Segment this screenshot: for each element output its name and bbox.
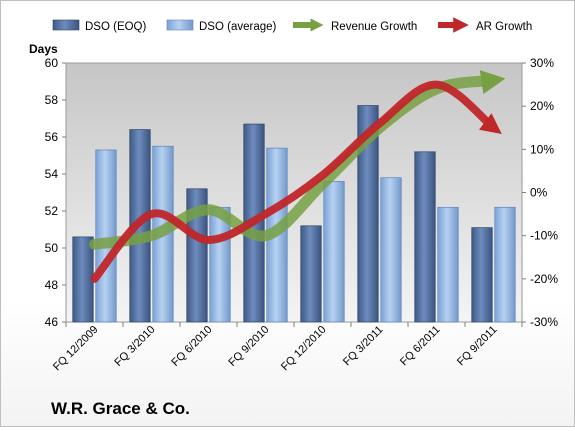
bar-dso-average [209,206,231,323]
legend-item-dso-average: DSO (average) [166,19,277,33]
legend-swatch-dso-average [166,19,194,31]
legend-item-revenue-growth: Revenue Growth [293,18,417,33]
legend-label-dso-average: DSO (average) [199,21,277,33]
x-tick-label: FQ 6/2011 [398,324,443,369]
legend-swatch-dso-eoq [52,19,80,31]
y-axis-title: Days [29,42,58,56]
y-tick-label-left: 60 [45,56,59,70]
y-tick-label-left: 50 [45,241,59,255]
bar-dso-average [494,206,516,323]
y-tick-label-right: 10% [530,142,554,156]
y-tick-label-right: 30% [530,56,554,70]
company-label: W.R. Grace & Co. [51,399,190,418]
legend-label-ar-growth: AR Growth [476,21,532,33]
x-tick-label: FQ 9/2010 [226,324,271,369]
y-tick-label-right: -20% [530,272,558,286]
bar-dso-average [323,181,345,323]
y-tick-label-left: 56 [45,130,59,144]
bar-dso-average [380,177,402,323]
y-tick-label-left: 48 [45,278,59,292]
x-tick-label: FQ 9/2011 [455,324,500,369]
growth-lines [89,70,506,283]
line-revenue-growth [89,70,506,250]
y-tick-label-right: -10% [530,229,558,243]
bar-dso-eoq [471,227,493,323]
y-tick-label-right: 20% [530,99,554,113]
legend-item-ar-growth: AR Growth [438,17,532,33]
x-tick-label: FQ 12/2010 [279,324,329,374]
y-tick-label-right: -30% [530,315,558,329]
bar-dso-eoq [414,151,436,323]
bar-dso-eoq [72,236,94,323]
y-tick-label-left: 46 [45,315,59,329]
line-ar-growth [90,80,502,283]
x-tick-label: FQ 3/2011 [341,324,386,369]
bar-dso-average [95,149,117,323]
y-tick-label-left: 58 [45,93,59,107]
legend-label-dso-eoq: DSO (EOQ) [85,21,147,33]
bar-dso-eoq [357,105,379,323]
legend: DSO (EOQ) DSO (average) Revenue Growth A… [52,17,532,33]
x-tick-label: FQ 12/2009 [51,324,101,374]
x-tick-label: FQ 3/2010 [112,324,157,369]
y-tick-label-left: 54 [45,167,59,181]
y-ticks-left: 46 48 50 52 54 56 58 60 [45,56,66,329]
bar-dso-eoq [300,225,322,323]
bar-dso-eoq [186,188,208,323]
bar-dso-average [437,206,459,323]
x-tick-label: FQ 6/2010 [169,324,214,369]
y-tick-label-left: 52 [45,204,59,218]
y-tick-label-right: 0% [530,186,548,200]
legend-label-revenue-growth: Revenue Growth [331,21,417,33]
legend-item-dso-eoq: DSO (EOQ) [52,19,147,33]
y-ticks-right: -30% -20% -10% 0% 10% 20% 30% [522,56,558,329]
x-ticks: FQ 12/2009 FQ 3/2010 FQ 6/2010 FQ 9/2010 FQ … [51,322,523,374]
